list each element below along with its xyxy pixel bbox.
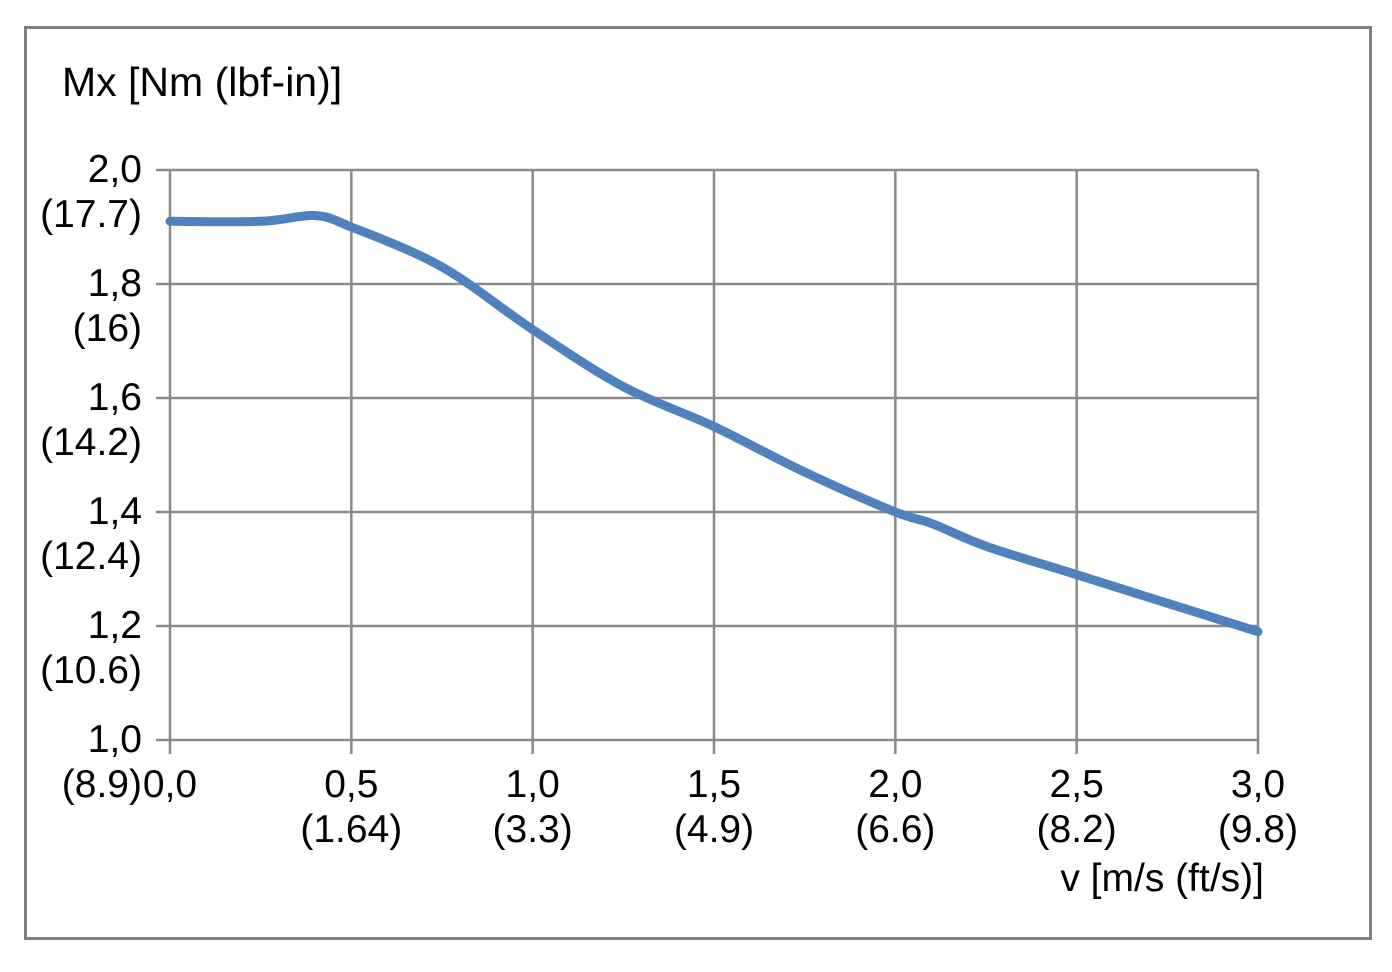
x-tick-label: 2,5 (8.2): [967, 762, 1187, 852]
x-tick-label-imperial: (6.6): [855, 808, 936, 851]
x-tick-label-imperial: (9.8): [1217, 808, 1299, 851]
y-tick-label: 1,4 (12.4): [6, 489, 142, 579]
y-tick-label: 1,8 (16): [6, 261, 142, 351]
y-tick-label-main: 1,4: [87, 490, 142, 533]
y-tick-label: 1,2 (10.6): [6, 603, 142, 693]
y-tick-label-main: 1,2: [87, 604, 142, 647]
x-tick-label-main: 3,0: [1230, 763, 1286, 806]
torque-curve: [165, 211, 1263, 637]
x-tick-label-imperial: (1.64): [300, 808, 403, 851]
x-tick-label: 1,5 (4.9): [604, 762, 824, 852]
x-tick-label: 3,0 (9.8): [1148, 762, 1368, 852]
y-tick-label-imperial: (8.9): [61, 763, 142, 806]
x-tick-label-main: 1,0: [505, 763, 560, 806]
x-tick-label-imperial: (4.9): [673, 808, 755, 851]
x-tick-label-main: 0,5: [324, 763, 379, 806]
x-tick-label-main: 1,5: [686, 763, 742, 806]
x-tick-label-imperial: (8.2): [1036, 808, 1117, 851]
y-tick-label: 1,6 (14.2): [6, 375, 142, 465]
y-tick-label-main: 1,0: [87, 718, 142, 761]
x-tick-label-imperial: (3.3): [492, 808, 573, 851]
x-tick-label: 1,0 (3.3): [423, 762, 643, 852]
y-tick-label-main: 2,0: [87, 148, 142, 191]
x-tick-label-main: 2,5: [1049, 763, 1104, 806]
x-tick-label-main: 0,0: [142, 763, 198, 806]
y-tick-label: 1,0 (8.9): [6, 717, 142, 807]
x-tick-label: 0,5 (1.64): [241, 762, 461, 852]
x-tick-label-main: 2,0: [868, 763, 923, 806]
y-tick-label-imperial: (16): [72, 307, 142, 350]
y-tick-label-imperial: (10.6): [40, 649, 142, 692]
y-tick-label-imperial: (17.7): [40, 193, 142, 236]
x-tick-label: 2,0 (6.6): [785, 762, 1005, 852]
x-tick-label: 0,0: [60, 762, 280, 807]
y-tick-label-imperial: (14.2): [40, 421, 142, 464]
y-tick-label: 2,0 (17.7): [6, 147, 142, 237]
y-tick-label-main: 1,6: [87, 376, 142, 419]
y-tick-label-main: 1,8: [87, 262, 142, 305]
x-axis-title: v [m/s (ft/s)]: [1060, 857, 1264, 900]
chart-title: Mx [Nm (lbf-in)]: [62, 59, 343, 105]
figure-border: [24, 26, 1372, 940]
y-tick-label-imperial: (12.4): [40, 535, 142, 578]
